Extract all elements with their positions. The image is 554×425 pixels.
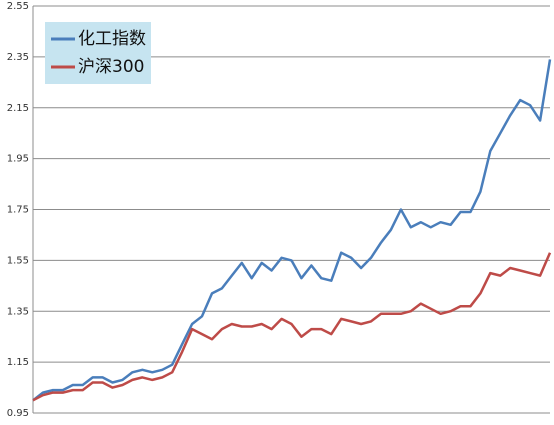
y-tick-label: 1.55 (7, 255, 29, 266)
y-tick-label: 2.35 (7, 52, 29, 63)
series-line (32, 59, 552, 402)
y-tick-label: 1.15 (7, 357, 29, 368)
y-tick-label: 2.55 (7, 1, 29, 12)
y-tick-label: 1.75 (7, 205, 29, 216)
legend-box (45, 22, 151, 84)
y-tick-label: 2.15 (7, 103, 29, 114)
y-tick-label: 0.95 (7, 408, 29, 419)
y-tick-label: 1.35 (7, 306, 29, 317)
legend-label: 沪深300 (78, 57, 144, 77)
y-tick-label: 1.95 (7, 154, 29, 165)
series-line (32, 252, 552, 402)
legend-label: 化工指数 (78, 29, 146, 49)
